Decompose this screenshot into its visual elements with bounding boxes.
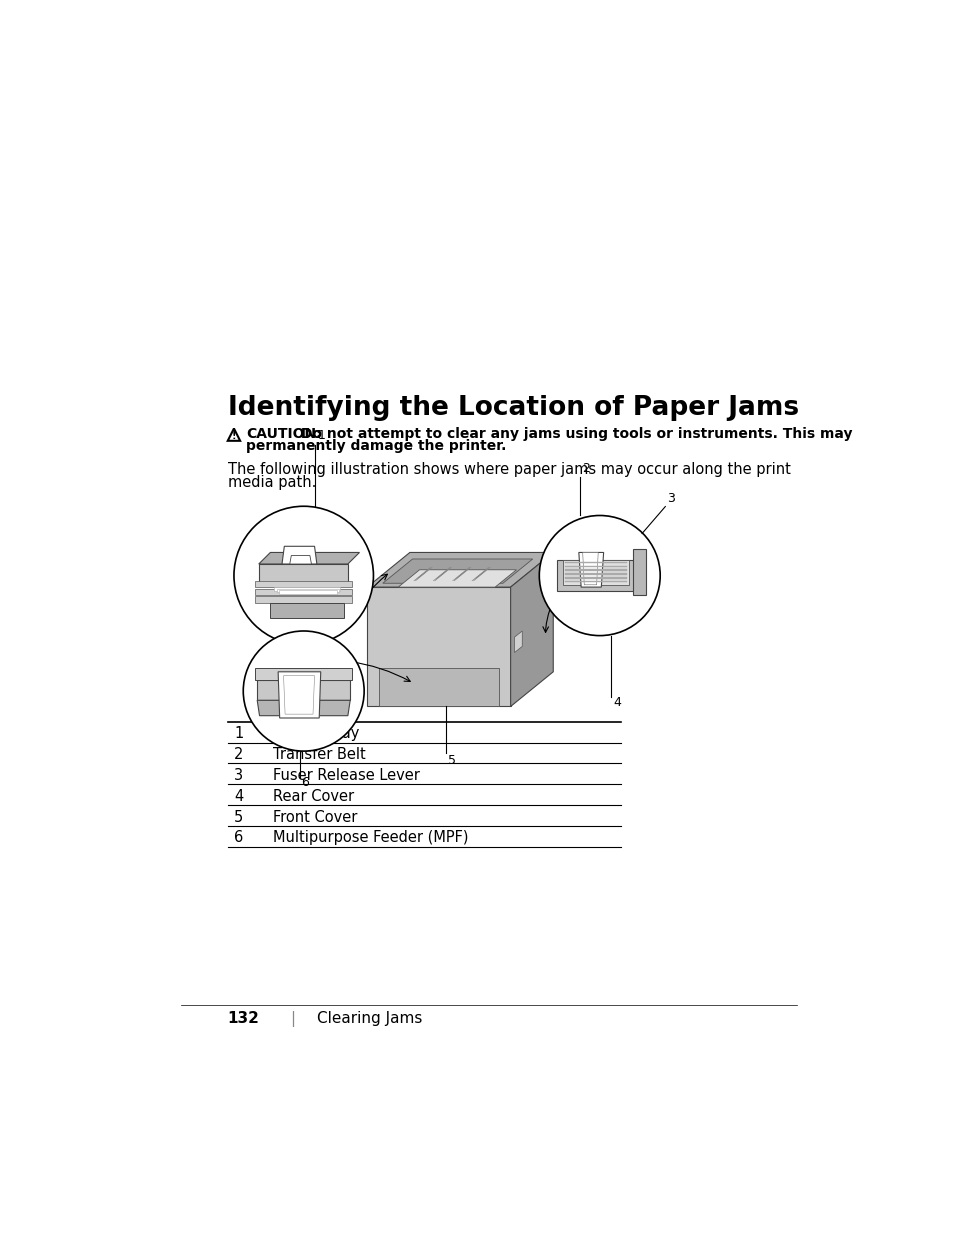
Text: Fuser Release Lever: Fuser Release Lever — [273, 768, 419, 783]
Polygon shape — [254, 580, 352, 587]
Polygon shape — [258, 564, 348, 583]
Polygon shape — [254, 597, 352, 603]
Polygon shape — [582, 552, 598, 585]
Text: permanently damage the printer.: permanently damage the printer. — [246, 440, 506, 453]
Text: 4: 4 — [612, 695, 620, 709]
Text: |: | — [290, 1010, 294, 1026]
Text: Identifying the Location of Paper Jams: Identifying the Location of Paper Jams — [228, 395, 798, 421]
Polygon shape — [397, 569, 516, 587]
Polygon shape — [278, 590, 336, 594]
Circle shape — [243, 631, 364, 751]
Polygon shape — [633, 548, 645, 595]
Polygon shape — [564, 577, 626, 579]
Polygon shape — [510, 552, 553, 706]
Text: The following illustration shows where paper jams may occur along the print: The following illustration shows where p… — [228, 462, 790, 478]
Polygon shape — [254, 589, 352, 595]
Text: 3: 3 — [666, 492, 674, 505]
Polygon shape — [276, 589, 338, 593]
Text: Output Tray: Output Tray — [273, 726, 358, 741]
Polygon shape — [290, 556, 311, 564]
Polygon shape — [564, 573, 626, 574]
Text: media path.: media path. — [228, 475, 315, 490]
Text: 132: 132 — [228, 1010, 259, 1025]
Polygon shape — [414, 567, 432, 580]
Polygon shape — [258, 552, 359, 564]
Polygon shape — [257, 700, 350, 716]
Polygon shape — [564, 580, 626, 583]
Text: 1: 1 — [233, 726, 243, 741]
Text: Do not attempt to clear any jams using tools or instruments. This may: Do not attempt to clear any jams using t… — [295, 427, 852, 441]
Polygon shape — [378, 668, 498, 706]
Text: 2: 2 — [581, 462, 589, 475]
Polygon shape — [257, 679, 350, 700]
Text: 4: 4 — [233, 789, 243, 804]
Text: 6: 6 — [233, 830, 243, 846]
Text: 5: 5 — [233, 810, 243, 825]
Polygon shape — [557, 561, 634, 592]
Polygon shape — [452, 567, 471, 580]
Polygon shape — [562, 561, 629, 585]
Polygon shape — [278, 672, 320, 718]
Polygon shape — [564, 569, 626, 571]
Text: 3: 3 — [233, 768, 243, 783]
Polygon shape — [578, 552, 603, 587]
Text: 2: 2 — [233, 747, 243, 762]
Text: Transfer Belt: Transfer Belt — [273, 747, 365, 762]
Text: Multipurpose Feeder (MPF): Multipurpose Feeder (MPF) — [273, 830, 468, 846]
Text: 6: 6 — [301, 776, 309, 789]
Polygon shape — [282, 546, 316, 564]
Polygon shape — [433, 567, 452, 580]
Text: !: ! — [232, 431, 236, 441]
Polygon shape — [472, 567, 490, 580]
Polygon shape — [564, 566, 626, 567]
Polygon shape — [382, 559, 532, 583]
Polygon shape — [367, 552, 553, 587]
Text: Rear Cover: Rear Cover — [273, 789, 354, 804]
Polygon shape — [270, 603, 344, 618]
Polygon shape — [564, 562, 626, 563]
Polygon shape — [514, 631, 521, 652]
Polygon shape — [283, 676, 314, 714]
Text: 5: 5 — [448, 755, 456, 767]
Text: 1: 1 — [317, 430, 325, 442]
Polygon shape — [367, 587, 510, 706]
Text: Clearing Jams: Clearing Jams — [316, 1010, 422, 1025]
Circle shape — [233, 506, 373, 645]
Polygon shape — [254, 668, 352, 679]
Circle shape — [538, 515, 659, 636]
Polygon shape — [274, 587, 340, 592]
Text: CAUTION:: CAUTION: — [246, 427, 321, 441]
Text: Front Cover: Front Cover — [273, 810, 356, 825]
